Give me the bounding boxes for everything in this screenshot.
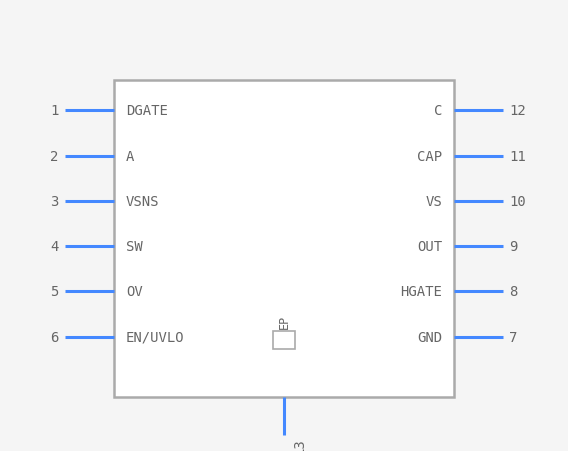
Text: SW: SW (126, 239, 143, 253)
Text: 8: 8 (509, 285, 518, 299)
Text: DGATE: DGATE (126, 104, 168, 118)
Text: 12: 12 (509, 104, 526, 118)
Text: 9: 9 (509, 239, 518, 253)
Text: EP: EP (278, 314, 290, 328)
Text: 6: 6 (50, 330, 59, 344)
Text: GND: GND (417, 330, 442, 344)
Text: OV: OV (126, 285, 143, 299)
Text: A: A (126, 149, 135, 163)
Text: VSNS: VSNS (126, 194, 160, 208)
Text: 5: 5 (50, 285, 59, 299)
Text: CAP: CAP (417, 149, 442, 163)
Text: 7: 7 (509, 330, 518, 344)
Text: EN/UVLO: EN/UVLO (126, 330, 185, 344)
Text: 3: 3 (50, 194, 59, 208)
Text: VS: VS (425, 194, 442, 208)
Text: HGATE: HGATE (400, 285, 442, 299)
Text: OUT: OUT (417, 239, 442, 253)
Bar (114, 81, 454, 397)
Text: 4: 4 (50, 239, 59, 253)
Text: 11: 11 (509, 149, 526, 163)
Text: C: C (433, 104, 442, 118)
Text: 1: 1 (50, 104, 59, 118)
Text: 13: 13 (293, 437, 307, 451)
Bar (273, 331, 295, 349)
Text: 10: 10 (509, 194, 526, 208)
Text: 2: 2 (50, 149, 59, 163)
